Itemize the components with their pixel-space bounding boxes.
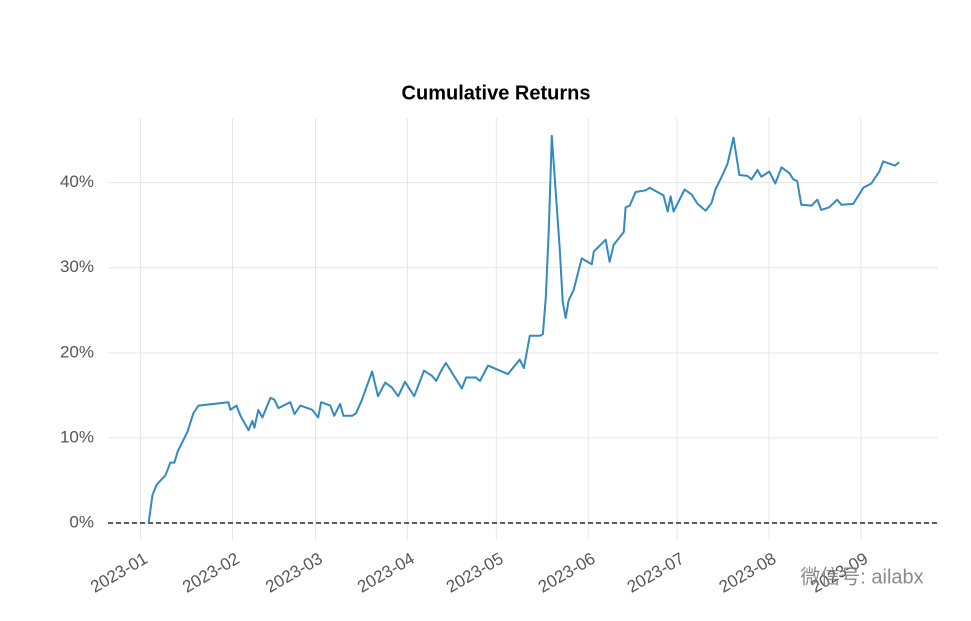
y-tick-label: 40% [60,172,94,191]
x-tick-label: 2023-04 [354,549,418,597]
y-tick-label: 10% [60,427,94,446]
x-tick-label: 2023-07 [624,549,688,597]
line [147,134,900,524]
x-tick-label: 2023-08 [716,549,780,597]
y-tick-label: 30% [60,257,94,276]
x-tick-label: 2023-06 [535,549,599,597]
x-tick-label: 2023-05 [443,549,507,597]
x-tick-label: 2023-02 [179,549,243,597]
y-tick-label: 20% [60,342,94,361]
x-tick-label: 2023-03 [262,549,326,597]
x-tick-label: 2023-01 [87,549,151,597]
chart-title: Cumulative Returns [402,82,591,104]
watermark: 微信号: ailabx [800,565,923,588]
y-tick-label: 0% [69,512,94,531]
